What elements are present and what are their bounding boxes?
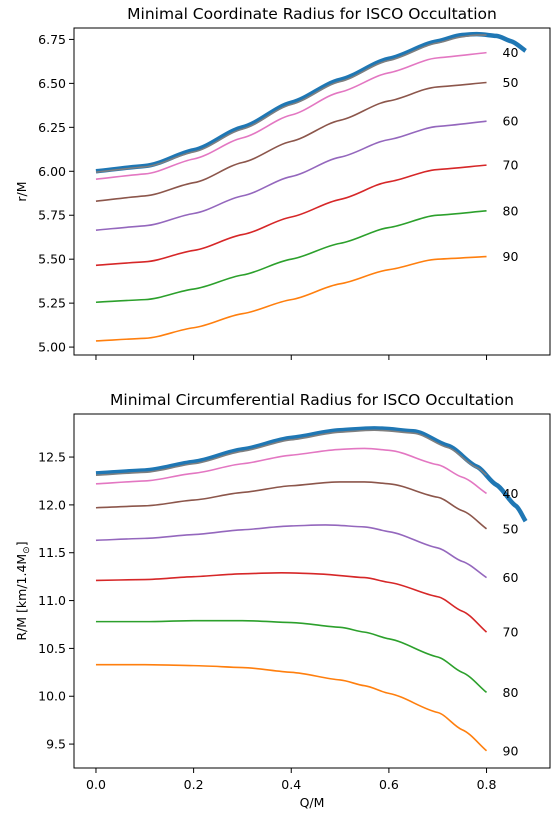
y-tick-label: 5.75	[38, 208, 66, 223]
series-line-60	[95, 120, 487, 231]
chart-title: Minimal Coordinate Radius for ISCO Occul…	[127, 5, 497, 23]
curve-label-80: 80	[503, 203, 519, 218]
plot-area	[95, 426, 528, 752]
y-axis-label: r/M	[14, 181, 29, 201]
y-axis-label-end: ]	[14, 541, 29, 546]
series-line-90	[95, 663, 488, 752]
y-tick-label: 6.75	[38, 32, 66, 47]
plot-area	[95, 31, 527, 342]
x-tick-label: 0.8	[477, 777, 497, 792]
y-tick-label: 10.5	[38, 641, 66, 656]
axes-frame	[73, 27, 551, 356]
y-tick-label: 11.5	[38, 545, 66, 560]
curve-label-40: 40	[503, 45, 519, 60]
curve-label-90: 90	[503, 249, 519, 264]
y-axis-label-main: r/M	[14, 181, 29, 201]
y-tick-label: 9.5	[46, 737, 66, 752]
chart-panel-1: Minimal Coordinate Radius for ISCO Occul…	[14, 5, 551, 360]
y-axis-label-subscript: ⊙	[22, 546, 32, 554]
curve-label-40: 40	[503, 486, 519, 501]
x-tick-label: 0.4	[281, 777, 301, 792]
chart-title: Minimal Circumferential Radius for ISCO …	[110, 391, 514, 409]
curve-label-50: 50	[503, 75, 519, 90]
axes-frame	[73, 413, 551, 769]
curve-label-80: 80	[503, 685, 519, 700]
series-line-70	[95, 164, 487, 267]
y-axis-label-main: R/M [km/1.4M	[14, 554, 29, 641]
y-tick-label: 5.00	[38, 340, 66, 355]
x-tick-label: 0.2	[184, 777, 204, 792]
y-tick-label: 6.50	[38, 76, 66, 91]
series-line-70	[95, 572, 488, 633]
series-line-40	[95, 447, 487, 495]
y-axis-label: R/M [km/1.4M⊙]	[14, 541, 32, 640]
series-line-envelope-0	[95, 31, 527, 174]
y-tick-label: 5.25	[38, 296, 66, 311]
y-tick-label: 6.25	[38, 120, 66, 135]
series-line-50	[95, 81, 487, 202]
curve-label-70: 70	[503, 158, 519, 173]
series-line-80	[95, 210, 487, 304]
series-line-envelope-1	[95, 34, 487, 173]
series-line-60	[95, 524, 487, 579]
y-tick-label: 6.00	[38, 164, 66, 179]
x-axis-label: Q/M	[300, 795, 325, 810]
series-line-envelope-1	[95, 429, 488, 477]
curve-label-60: 60	[503, 114, 519, 129]
y-tick-label: 10.0	[38, 689, 66, 704]
y-tick-label: 12.5	[38, 450, 66, 465]
curve-label-50: 50	[503, 521, 519, 536]
series-line-90	[95, 255, 487, 342]
curve-label-90: 90	[503, 743, 519, 758]
y-tick-label: 12.0	[38, 497, 66, 512]
y-tick-label: 5.50	[38, 252, 66, 267]
x-tick-label: 0.0	[86, 777, 106, 792]
x-tick-label: 0.6	[379, 777, 399, 792]
series-line-80	[95, 619, 488, 694]
y-tick-label: 11.0	[38, 593, 66, 608]
series-line-50	[95, 481, 488, 530]
chart-panel-2: Minimal Circumferential Radius for ISCO …	[14, 391, 551, 810]
series-line-40	[95, 51, 487, 180]
series-line-envelope-0	[95, 426, 528, 523]
curve-label-60: 60	[503, 570, 519, 585]
curve-label-70: 70	[503, 625, 519, 640]
